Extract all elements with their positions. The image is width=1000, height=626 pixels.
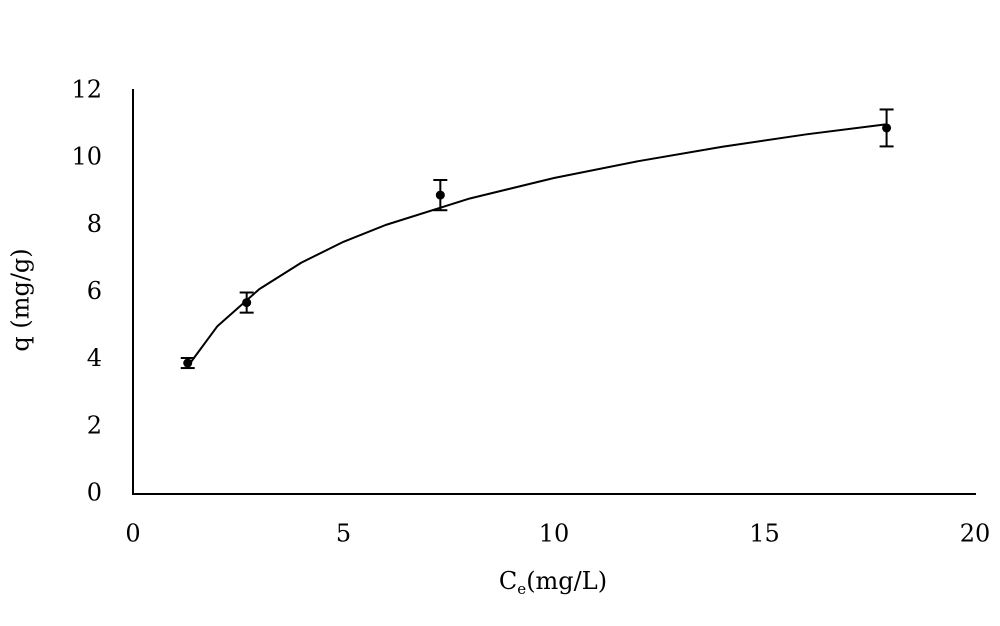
data-point <box>242 298 252 308</box>
x-tick-label: 5 <box>336 520 351 548</box>
x-label-sub: e <box>517 580 526 598</box>
fit-curve <box>186 123 887 367</box>
y-tick-label: 12 <box>71 76 102 104</box>
y-tick-label: 6 <box>87 277 102 305</box>
x-axis-label: Ce(mg/L) <box>499 567 607 599</box>
y-tick-label: 0 <box>87 479 102 507</box>
data-point <box>882 123 892 133</box>
y-axis-label: q (mg/g) <box>7 248 35 351</box>
x-tick-label: 20 <box>960 520 991 548</box>
data-point <box>435 190 445 200</box>
x-tick-label: 15 <box>749 520 780 548</box>
y-tick-label: 4 <box>87 344 102 372</box>
data-point <box>183 358 193 368</box>
x-label-rest: (mg/L) <box>526 567 607 595</box>
x-tick-label: 0 <box>125 520 140 548</box>
x-label-main: C <box>499 567 517 595</box>
x-tick-label: 10 <box>539 520 570 548</box>
y-tick-label: 10 <box>71 143 102 171</box>
y-tick-label: 2 <box>87 411 102 439</box>
y-tick-label: 8 <box>87 210 102 238</box>
